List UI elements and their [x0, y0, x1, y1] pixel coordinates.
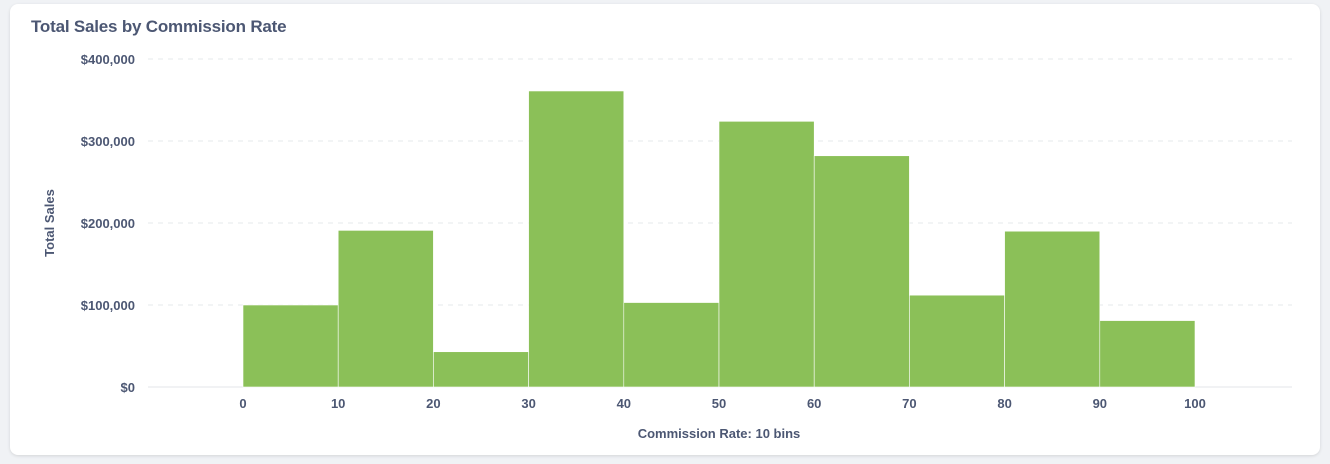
y-tick-label: $0 — [121, 380, 135, 395]
bar[interactable] — [813, 155, 910, 388]
y-tick-label: $300,000 — [81, 134, 135, 149]
x-tick-label: 0 — [239, 396, 246, 411]
y-tick-label: $200,000 — [81, 216, 135, 231]
x-tick-label: 30 — [521, 396, 535, 411]
x-tick-label: 70 — [902, 396, 916, 411]
bar[interactable] — [242, 304, 339, 388]
bar[interactable] — [718, 121, 815, 388]
bar[interactable] — [1099, 320, 1196, 388]
x-tick-label: 40 — [617, 396, 631, 411]
bar[interactable] — [337, 230, 434, 388]
x-tick-label: 10 — [331, 396, 345, 411]
x-tick-label: 90 — [1093, 396, 1107, 411]
x-tick-label: 50 — [712, 396, 726, 411]
y-tick-label: $100,000 — [81, 298, 135, 313]
chart-title: Total Sales by Commission Rate — [31, 17, 287, 36]
x-tick-label: 60 — [807, 396, 821, 411]
x-tick-label: 20 — [426, 396, 440, 411]
y-axis-label: Total Sales — [42, 189, 57, 257]
x-tick-label: 80 — [997, 396, 1011, 411]
x-axis-ticks: 0 10 20 30 40 50 60 70 80 90 100 — [239, 396, 1205, 411]
bar[interactable] — [909, 294, 1005, 388]
x-axis-label: Commission Rate: 10 bins — [638, 426, 801, 441]
bar[interactable] — [623, 302, 720, 388]
bars — [242, 90, 1196, 388]
bar[interactable] — [433, 351, 529, 388]
y-tick-label: $400,000 — [81, 52, 135, 67]
bar[interactable] — [528, 90, 625, 388]
bar[interactable] — [1004, 230, 1101, 388]
x-tick-label: 100 — [1184, 396, 1206, 411]
y-axis-ticks: $0 $100,000 $200,000 $300,000 $400,000 — [81, 52, 135, 395]
